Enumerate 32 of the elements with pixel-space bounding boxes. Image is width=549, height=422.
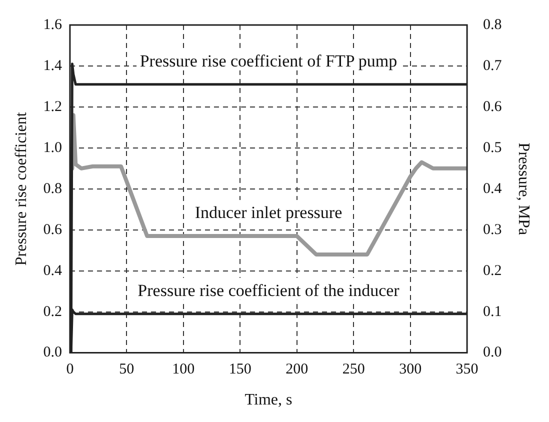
y2-tick-label: 0.8 [483,16,502,33]
x-tick-label: 0 [66,362,74,378]
x-tick-label: 250 [342,362,365,378]
y-tick-label: 0.4 [43,262,62,279]
y-tick-label: 0.8 [43,180,62,197]
y2-tick-label: 0.7 [483,58,502,74]
y2-tick-label: 0.4 [483,180,502,197]
y2-tick-label: 0.2 [483,262,502,279]
y-tick-label: 0.6 [43,222,62,238]
series-label: Pressure rise coefficient of the inducer [138,280,400,300]
y-tick-label: 1.2 [43,98,62,115]
series-label: Inducer inlet pressure [194,202,342,222]
x-tick-label: 200 [286,362,308,378]
x-tick-label: 350 [456,362,478,378]
y2-tick-label: 0.1 [483,304,502,320]
x-tick-label: 100 [172,362,195,378]
y2-tick-label: 0.6 [483,98,502,115]
series-label: Pressure rise coefficient of FTP pump [140,51,398,70]
y-tick-label: 1.6 [43,16,62,33]
y-tick-label: 0.0 [43,344,62,361]
x-axis-title: Time, s [244,392,292,409]
y2-tick-label: 0.3 [483,222,502,238]
y2-tick-label: 0.5 [483,140,502,156]
y2-axis-title: Pressure, MPa [515,142,532,236]
y-tick-label: 1.4 [43,58,62,74]
x-tick-label: 300 [399,362,422,378]
x-tick-label: 150 [228,362,252,378]
x-tick-label: 50 [119,362,134,378]
y-axis-title: Pressure rise coefficient [12,112,30,266]
y2-tick-label: 0.0 [483,344,502,361]
y-tick-label: 0.2 [43,304,62,320]
y-tick-label: 1.0 [43,140,62,156]
